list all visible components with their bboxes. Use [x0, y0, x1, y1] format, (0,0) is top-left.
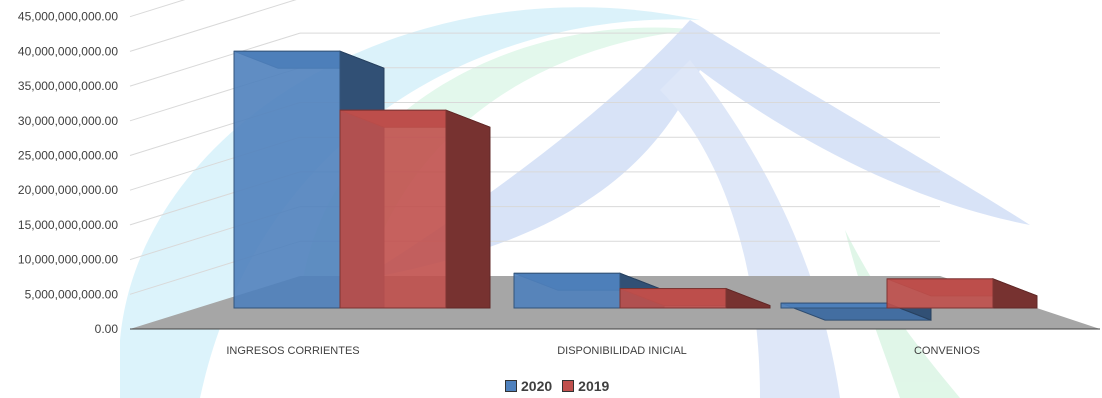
- legend-label-2020: 2020: [521, 378, 553, 394]
- category-label: INGRESOS CORRIENTES: [226, 345, 359, 357]
- bar-2019-1: [619, 288, 727, 309]
- y-tick-label: 0.00: [95, 322, 119, 336]
- y-tick-label: 45,000,000,000.00: [18, 10, 118, 24]
- gridline-side: [129, 0, 186, 18]
- y-tick-label: 25,000,000,000.00: [18, 149, 118, 163]
- bar-2019-0: [339, 109, 447, 309]
- legend-item-2020: 2020: [505, 378, 552, 394]
- bar-2020-1: [513, 272, 621, 309]
- watermark-stem-green: [845, 230, 960, 398]
- legend-swatch-2020: [505, 380, 517, 392]
- y-tick-label: 35,000,000,000.00: [18, 79, 118, 93]
- y-tick-label: 40,000,000,000.00: [18, 44, 118, 58]
- y-tick-label: 30,000,000,000.00: [18, 114, 118, 128]
- gridline-side: [129, 32, 301, 87]
- y-tick-label: 10,000,000,000.00: [18, 253, 118, 267]
- bar-2020-2: [780, 302, 888, 309]
- bar-side-2019: [992, 278, 1038, 309]
- legend-item-2019: 2019: [562, 378, 609, 394]
- y-tick-label: 5,000,000,000.00: [25, 287, 119, 301]
- bar-2020-0: [233, 50, 341, 309]
- watermark-blade-blue: [360, 20, 1030, 280]
- legend-label-2019: 2019: [578, 378, 610, 394]
- label-layer: 0.00 5,000,000,000.00 10,000,000,000.00 15,…: [18, 10, 980, 357]
- category-label: CONVENIOS: [914, 345, 980, 357]
- bar-2019-2: [886, 278, 994, 309]
- y-tick-label: 20,000,000,000.00: [18, 183, 118, 197]
- bar-layer: [233, 50, 1038, 321]
- legend-swatch-2019: [562, 380, 575, 392]
- category-label: DISPONIBILIDAD INICIAL: [557, 345, 687, 357]
- gridline-side: [129, 0, 297, 52]
- legend: 2020 2019: [505, 378, 609, 394]
- y-tick-label: 15,000,000,000.00: [18, 218, 118, 232]
- bar-side-2019: [445, 109, 491, 309]
